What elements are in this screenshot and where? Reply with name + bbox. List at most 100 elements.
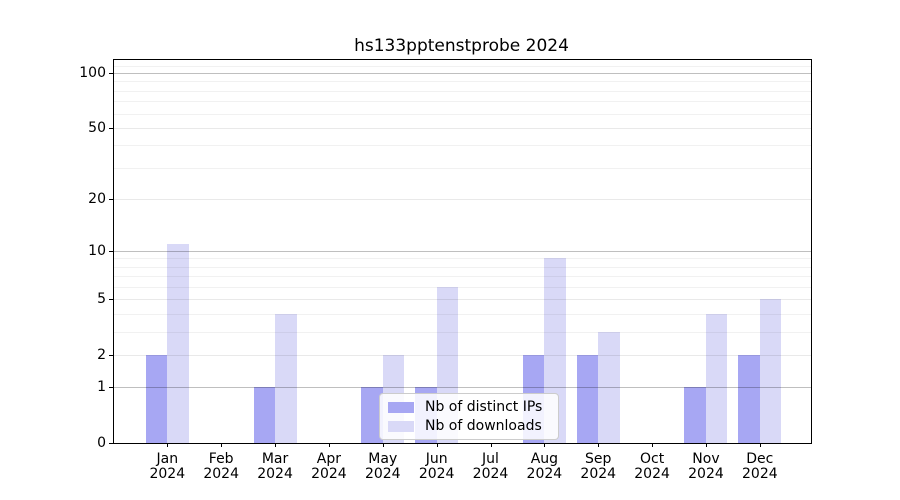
- x-tick-year: 2024: [364, 466, 401, 482]
- x-tick-mark: [328, 443, 330, 447]
- legend-label-distinct-ips: Nb of distinct IPs: [425, 399, 543, 415]
- gridline-major: [114, 250, 811, 252]
- x-tick-month: May: [368, 451, 398, 467]
- gridline-minor: [114, 266, 811, 268]
- gridline-minor: [114, 167, 811, 169]
- x-tick-month: Sep: [585, 451, 612, 467]
- x-tick-label: Jul 2024: [459, 452, 523, 482]
- x-tick-month: Jun: [425, 451, 448, 467]
- bar-sep-downloads: [598, 331, 620, 443]
- x-tick-label: Jun 2024: [405, 452, 469, 482]
- x-tick-mark: [759, 443, 761, 447]
- legend-swatch-distinct-ips: [388, 401, 414, 413]
- x-tick-month: Nov: [692, 451, 720, 467]
- chart-title: hs133pptenstprobe 2024: [354, 36, 569, 56]
- y-tick-mark: [109, 73, 113, 75]
- y-tick-mark: [109, 354, 113, 356]
- gridline-minor: [114, 276, 811, 278]
- y-tick-label: 10: [88, 242, 106, 259]
- x-tick-year: 2024: [742, 466, 778, 482]
- x-tick-month: Oct: [639, 451, 665, 467]
- y-tick-label: 2: [97, 346, 106, 363]
- bar-sep-ips: [576, 354, 599, 443]
- legend: Nb of distinct IPs Nb of downloads: [379, 393, 559, 440]
- x-tick-mark: [382, 443, 384, 447]
- plot-area: Nb of distinct IPs Nb of downloads 0 1 2 5 1…: [79, 59, 812, 482]
- x-tick-year: 2024: [257, 466, 293, 482]
- gridline-major: [114, 127, 811, 129]
- y-tick-label: 5: [97, 291, 106, 308]
- x-tick-mark: [436, 443, 438, 447]
- x-tick-mark: [490, 443, 492, 447]
- x-tick-year: 2024: [688, 466, 724, 482]
- gridline-minor: [114, 314, 811, 316]
- x-tick-label: Nov 2024: [674, 452, 738, 482]
- bar-mar-ips: [253, 387, 276, 443]
- y-tick-mark: [109, 199, 113, 200]
- bar-mar-downloads: [275, 314, 297, 443]
- gridline-minor: [114, 113, 811, 115]
- y-tick-mark: [109, 387, 113, 389]
- gridline-major: [114, 73, 811, 75]
- y-tick-label: 50: [88, 119, 106, 136]
- x-tick-year: 2024: [149, 466, 186, 482]
- gridline-minor: [114, 81, 811, 83]
- x-tick-mark: [598, 443, 600, 447]
- x-tick-mark: [221, 443, 223, 447]
- gridline-minor: [114, 145, 811, 147]
- x-tick-label: Aug 2024: [512, 452, 576, 482]
- x-tick-label: Feb 2024: [189, 452, 253, 482]
- gridline-minor: [114, 331, 811, 333]
- x-tick-mark: [544, 443, 546, 447]
- x-tick-month: Jan: [156, 451, 179, 467]
- x-tick-label: Dec 2024: [728, 452, 792, 482]
- legend-label-downloads: Nb of downloads: [425, 418, 542, 434]
- x-tick-year: 2024: [580, 466, 617, 482]
- bar-dec-ips: [738, 354, 760, 443]
- gridline-minor: [114, 90, 811, 92]
- bar-may-ips: [361, 387, 383, 443]
- x-tick-mark: [652, 443, 654, 447]
- x-tick-year: 2024: [311, 466, 347, 482]
- x-tick-label: May 2024: [351, 452, 415, 482]
- bar-dec-downloads: [759, 299, 782, 443]
- x-tick-label: Oct 2024: [620, 452, 684, 482]
- y-tick-mark: [109, 443, 113, 444]
- bar-jan-downloads: [167, 243, 189, 443]
- x-tick-month: Jul: [482, 451, 499, 467]
- bar-nov-ips: [684, 387, 706, 443]
- gridline-minor: [114, 65, 811, 67]
- x-tick-mark: [275, 443, 277, 447]
- y-tick-label: 100: [79, 65, 106, 82]
- x-tick-year: 2024: [472, 466, 509, 482]
- gridline-minor: [114, 258, 811, 260]
- x-tick-year: 2024: [418, 466, 455, 482]
- y-tick-mark: [109, 250, 113, 252]
- y-tick-mark: [109, 127, 113, 129]
- x-tick-month: Aug: [530, 451, 559, 467]
- x-tick-label: Apr 2024: [297, 452, 361, 482]
- y-tick-label: 20: [88, 191, 106, 207]
- x-tick-label: Jan 2024: [135, 452, 199, 482]
- gridline-minor: [114, 287, 811, 289]
- x-tick-month: Apr: [316, 451, 342, 467]
- gridline-major: [114, 387, 811, 389]
- x-tick-month: Feb: [208, 451, 234, 467]
- x-tick-year: 2024: [526, 466, 563, 482]
- x-tick-mark: [167, 443, 169, 447]
- x-tick-month: Mar: [261, 451, 289, 467]
- x-tick-month: Dec: [746, 451, 774, 467]
- y-tick-mark: [109, 299, 113, 301]
- bar-nov-downloads: [705, 314, 728, 443]
- gridline-major: [114, 199, 811, 200]
- legend-item-downloads: Nb of downloads: [388, 417, 550, 435]
- gridline-major: [114, 299, 811, 301]
- legend-swatch-downloads: [388, 420, 414, 432]
- x-tick-label: Sep 2024: [566, 452, 630, 482]
- bar-jan-ips: [145, 354, 168, 443]
- x-tick-year: 2024: [634, 466, 670, 482]
- legend-item-distinct-ips: Nb of distinct IPs: [388, 398, 550, 416]
- y-tick-label: 0: [97, 435, 106, 451]
- y-tick-label: 1: [97, 379, 106, 396]
